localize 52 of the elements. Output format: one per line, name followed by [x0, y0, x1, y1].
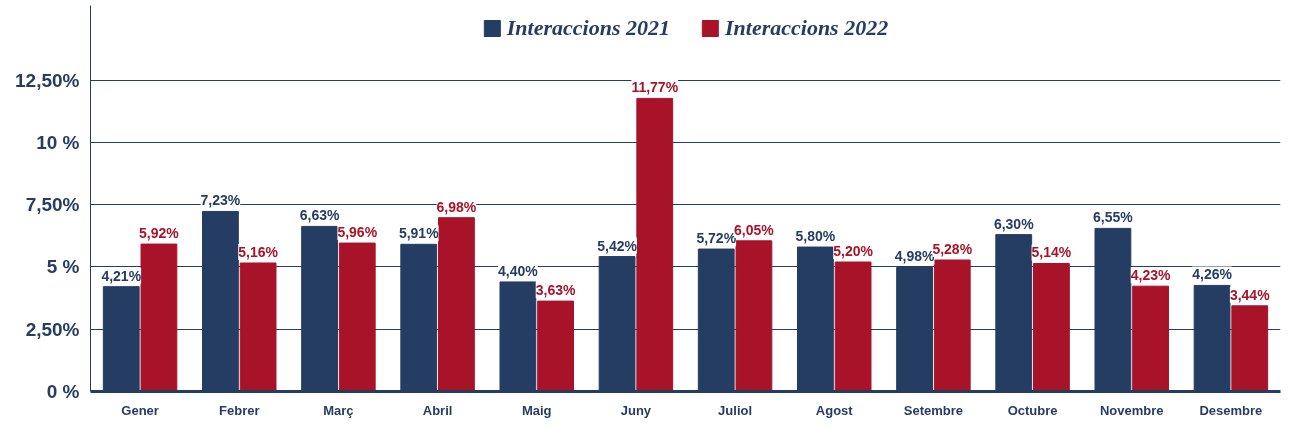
data-label: 5,16% — [238, 244, 279, 260]
data-label: 6,55% — [1093, 209, 1134, 226]
legend-label: Interaccions 2021 — [506, 15, 670, 41]
legend-label: Interaccions 2022 — [725, 15, 889, 41]
bar — [834, 261, 872, 392]
data-label: 4,23% — [1130, 267, 1171, 284]
bar — [735, 240, 773, 392]
y-tick-label: 5 % — [46, 256, 80, 278]
data-label: 4,21% — [101, 267, 142, 284]
data-label: 6,63% — [299, 207, 340, 224]
bar — [438, 217, 475, 392]
data-label: 5,96% — [337, 224, 378, 241]
data-label: 11,77% — [631, 79, 679, 96]
data-label: 7,23% — [200, 192, 241, 209]
y-tick-label: 7,50% — [25, 194, 80, 216]
x-tick-label: Abril — [422, 402, 453, 418]
x-tick-label: Juny — [620, 402, 652, 418]
bar — [933, 259, 971, 392]
x-tick-label: Setembre — [903, 402, 964, 418]
data-label: 5,91% — [398, 225, 440, 242]
x-tick-label: Febrer — [219, 402, 260, 418]
x-tick-label: Octubre — [1007, 402, 1058, 418]
bar — [1033, 263, 1070, 392]
x-tick-label: Desembre — [1199, 402, 1263, 418]
x-tick-label: Agost — [815, 402, 854, 418]
data-label: 4,40% — [498, 262, 539, 279]
y-tick-label: 10 % — [36, 131, 80, 153]
x-tick-label: Gener — [121, 402, 159, 418]
data-label: 5,20% — [833, 243, 874, 259]
y-tick-label: 12,50% — [15, 69, 80, 91]
bar — [636, 97, 674, 392]
bar — [1132, 285, 1169, 392]
bar — [1231, 305, 1269, 392]
data-label: 3,63% — [535, 282, 576, 299]
x-tick-label: Març — [323, 402, 354, 418]
data-label: 3,44% — [1229, 286, 1271, 303]
x-tick-label: Maig — [521, 402, 552, 418]
x-tick-label: Novembre — [1099, 402, 1164, 418]
y-tick-label: 2,50% — [25, 318, 80, 340]
y-tick-label: 0 % — [46, 381, 80, 402]
bar — [140, 243, 178, 392]
data-label: 6,30% — [993, 215, 1035, 232]
bar — [338, 242, 376, 392]
data-label: 5,80% — [795, 228, 836, 245]
data-label: 5,14% — [1031, 244, 1072, 261]
data-label: 5,92% — [139, 225, 180, 242]
bar — [537, 300, 574, 392]
data-label: 4,26% — [1192, 266, 1233, 283]
bar — [239, 262, 277, 392]
data-label: 6,98% — [436, 198, 477, 215]
data-label: 5,42% — [597, 237, 638, 254]
x-tick-label: Juliol — [718, 402, 753, 418]
